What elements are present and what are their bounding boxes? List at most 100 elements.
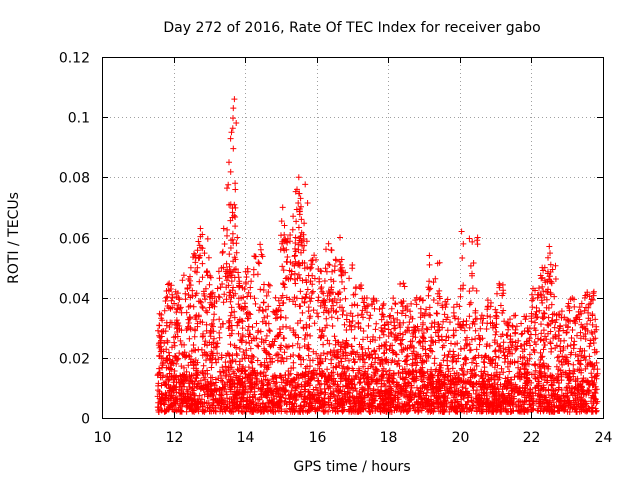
data-point (335, 339, 342, 346)
data-point (458, 402, 465, 409)
data-point (220, 320, 227, 327)
data-point (168, 297, 175, 304)
data-point (253, 402, 260, 409)
data-point (301, 220, 308, 227)
data-point (199, 368, 206, 374)
data-point (417, 401, 424, 408)
data-point (394, 316, 401, 323)
data-point (297, 195, 304, 202)
data-point (393, 336, 400, 342)
x-tick-label: 10 (94, 430, 112, 446)
data-point (210, 316, 217, 323)
data-point (553, 363, 560, 370)
data-point (324, 366, 331, 373)
data-point (299, 242, 306, 249)
data-point (309, 281, 316, 288)
data-point (257, 246, 264, 253)
data-point (419, 359, 426, 366)
data-point (475, 332, 482, 339)
data-point (490, 402, 497, 409)
data-point (478, 354, 485, 361)
data-point (204, 370, 211, 377)
data-point (298, 381, 305, 388)
data-point (232, 392, 239, 399)
data-point (164, 293, 171, 300)
data-point (233, 344, 240, 351)
data-point (581, 307, 588, 314)
data-point (480, 370, 487, 377)
data-point (335, 408, 341, 415)
data-point (202, 296, 209, 303)
data-point (390, 295, 397, 302)
data-point (470, 260, 477, 266)
data-point (509, 387, 516, 394)
data-point (435, 390, 442, 397)
data-point (182, 296, 189, 303)
data-point (452, 375, 459, 382)
data-point (241, 389, 248, 396)
data-point (364, 334, 371, 341)
data-point (540, 363, 547, 370)
data-point (276, 326, 283, 332)
data-point (547, 339, 554, 346)
data-point (424, 326, 431, 333)
data-point (592, 396, 599, 403)
data-point (189, 287, 196, 294)
data-point (287, 379, 294, 386)
data-point (419, 321, 426, 328)
data-point (476, 341, 483, 348)
data-point (187, 264, 194, 271)
data-point (572, 395, 579, 402)
data-point (296, 344, 303, 351)
data-point (429, 348, 436, 355)
data-point (536, 307, 543, 314)
data-point (288, 401, 295, 408)
data-point (349, 302, 355, 309)
data-point (167, 403, 174, 410)
y-tick-label: 0.04 (59, 292, 90, 308)
data-point (545, 322, 552, 329)
data-point (566, 377, 573, 384)
data-point (234, 322, 241, 329)
data-point (410, 348, 417, 355)
data-point (325, 240, 332, 247)
data-point (274, 389, 281, 396)
data-point (448, 340, 454, 347)
data-point (351, 335, 358, 342)
data-point (303, 279, 310, 286)
data-point (318, 284, 325, 291)
data-point (325, 385, 332, 392)
data-point (419, 343, 426, 350)
data-point (569, 392, 576, 399)
data-point (504, 379, 511, 386)
data-point (192, 259, 199, 266)
data-point (591, 349, 598, 356)
data-point (279, 354, 286, 361)
data-point (462, 388, 469, 395)
data-point (589, 330, 596, 337)
data-point (474, 237, 481, 244)
data-point (309, 374, 316, 381)
data-point (299, 259, 306, 266)
y-tick-label: 0.1 (68, 111, 90, 127)
data-point (187, 314, 194, 321)
data-point (427, 408, 434, 415)
data-point (434, 290, 441, 297)
data-point (292, 245, 298, 252)
data-point (557, 348, 564, 355)
data-point (292, 188, 299, 195)
data-point (212, 395, 219, 402)
data-point (237, 386, 243, 393)
data-point (309, 404, 316, 411)
data-point (304, 200, 311, 206)
data-point (328, 314, 335, 321)
data-point (405, 379, 412, 386)
data-point (314, 405, 321, 412)
data-point (386, 346, 393, 352)
data-point (556, 332, 563, 339)
data-point (466, 347, 473, 354)
data-point (569, 295, 576, 302)
data-point (378, 324, 385, 331)
data-point (436, 295, 443, 302)
data-point (192, 327, 199, 334)
